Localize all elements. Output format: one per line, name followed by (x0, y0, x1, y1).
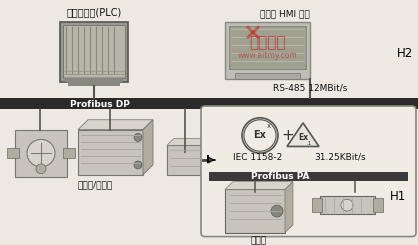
FancyBboxPatch shape (225, 22, 310, 79)
Text: Profibus PA: Profibus PA (251, 172, 309, 181)
Bar (68, 83, 120, 86)
Circle shape (134, 161, 142, 169)
Bar (229, 25, 306, 69)
FancyBboxPatch shape (15, 130, 67, 177)
Polygon shape (143, 120, 153, 175)
Text: www.aitmy.com: www.aitmy.com (238, 51, 298, 61)
Circle shape (36, 164, 46, 174)
FancyBboxPatch shape (320, 196, 375, 214)
Text: 变送器: 变送器 (251, 236, 267, 245)
Polygon shape (203, 138, 210, 175)
FancyBboxPatch shape (63, 24, 125, 78)
Bar (312, 198, 322, 212)
Text: H1: H1 (390, 190, 406, 203)
Bar (65, 78, 123, 83)
Text: 区域控制器(PLC): 区域控制器(PLC) (66, 8, 122, 18)
Circle shape (244, 120, 276, 151)
FancyBboxPatch shape (201, 106, 416, 237)
Text: Profibus DP: Profibus DP (70, 99, 130, 109)
FancyBboxPatch shape (60, 22, 128, 83)
FancyBboxPatch shape (78, 130, 143, 175)
Circle shape (27, 139, 55, 167)
FancyBboxPatch shape (225, 189, 285, 233)
Bar (0, 98, 418, 109)
Text: x: x (267, 123, 271, 129)
Bar (373, 198, 383, 212)
Circle shape (134, 134, 142, 141)
Polygon shape (225, 182, 293, 189)
Circle shape (242, 118, 278, 153)
Polygon shape (78, 120, 153, 130)
Polygon shape (287, 123, 319, 147)
Text: RS-485 12MBit/s: RS-485 12MBit/s (273, 84, 347, 93)
Text: 工程或 HMI 工具: 工程或 HMI 工具 (260, 10, 310, 19)
Polygon shape (285, 182, 293, 233)
Text: +: + (282, 128, 294, 143)
Text: I: I (206, 155, 210, 165)
Bar (209, 172, 408, 181)
Text: 段合器/链接器: 段合器/链接器 (77, 180, 112, 189)
Text: IEC 1158-2: IEC 1158-2 (233, 153, 283, 161)
Text: .1: .1 (306, 141, 312, 146)
Polygon shape (167, 138, 210, 145)
Text: 31.25KBit/s: 31.25KBit/s (314, 153, 366, 161)
Text: Ex: Ex (298, 133, 308, 142)
Bar (63, 148, 75, 158)
Bar (235, 73, 300, 79)
Text: H2: H2 (397, 48, 413, 61)
FancyBboxPatch shape (167, 145, 203, 175)
Circle shape (271, 205, 283, 217)
Bar (7, 148, 19, 158)
Text: Ex: Ex (254, 131, 266, 140)
Text: 艾特奥易: 艾特奥易 (250, 35, 286, 50)
Circle shape (341, 199, 353, 211)
